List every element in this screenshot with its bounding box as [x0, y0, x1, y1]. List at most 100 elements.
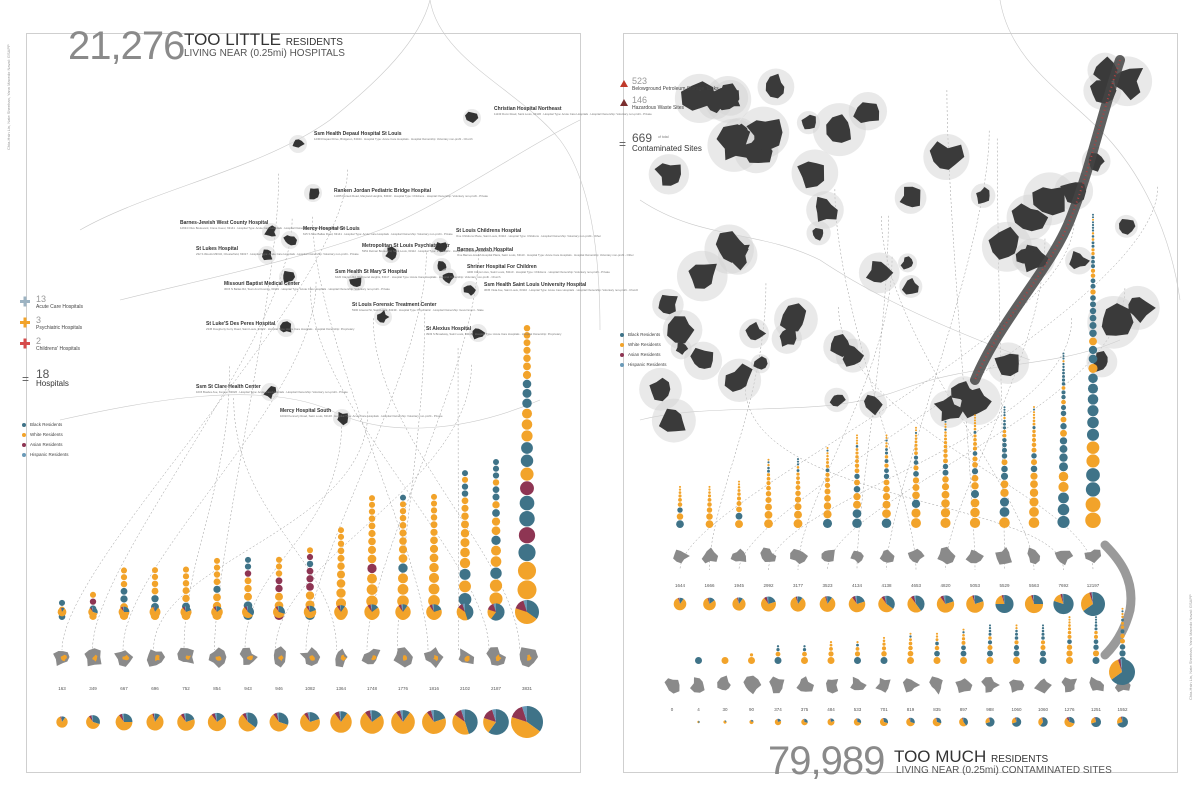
column-base-pie	[180, 606, 192, 618]
column-value-label: 484	[827, 707, 835, 712]
pie-slice	[91, 715, 93, 722]
pie-slice	[853, 718, 861, 726]
mid-pie	[995, 594, 1014, 614]
mid-pie	[936, 595, 955, 613]
pie-slice	[245, 712, 248, 722]
bubble	[796, 472, 800, 476]
bubble	[275, 570, 283, 577]
bubble	[517, 580, 537, 600]
mid-pie	[1024, 594, 1044, 614]
bubble	[1089, 307, 1097, 315]
bubble	[883, 485, 890, 493]
pie-slice	[523, 600, 527, 612]
pie-slice	[916, 595, 925, 611]
bottom-pie	[146, 713, 164, 731]
bubble	[337, 562, 345, 570]
pie-slice	[461, 709, 465, 722]
site-footprint	[988, 226, 1019, 260]
pie-slice	[90, 607, 93, 612]
bubble	[767, 469, 770, 473]
bubble	[999, 497, 1010, 507]
bubble	[1059, 462, 1068, 472]
pie-slice	[1120, 716, 1123, 722]
bubble	[398, 545, 408, 554]
legend-label: Hispanic Residents	[30, 452, 69, 457]
site-footprint	[690, 347, 714, 369]
bubble	[766, 476, 771, 481]
bubble	[1085, 512, 1101, 528]
site-footprint	[864, 394, 883, 416]
bubble-column	[827, 641, 835, 664]
bubble	[1120, 638, 1125, 644]
bubble	[1094, 616, 1098, 619]
bubble	[1062, 354, 1065, 358]
bubble	[1086, 454, 1100, 468]
hospital-footprint	[465, 111, 479, 123]
column-base-pie	[456, 603, 474, 621]
cross-icon	[20, 296, 30, 307]
bottom-pie	[879, 717, 889, 727]
bubble	[151, 580, 159, 588]
bubble	[1091, 235, 1095, 238]
bubble	[1091, 251, 1095, 256]
bubble	[1061, 386, 1066, 390]
bubble	[767, 463, 770, 467]
pie-slice	[395, 605, 411, 620]
column-base-pie	[364, 604, 380, 620]
pie-slice	[826, 596, 828, 604]
hospital-name: Metropolitan St Louis Psychiatric Ctr	[362, 243, 450, 249]
bubble	[519, 495, 535, 511]
bubble	[765, 491, 772, 497]
neighborhood-footprint	[1084, 549, 1102, 564]
bubble	[678, 491, 682, 494]
pie-slice	[153, 713, 155, 722]
hospital-details: 3635 Vista Ave, Saint Louis, 63110 · Hos…	[484, 287, 639, 292]
neighborhood-footprint	[1009, 679, 1025, 693]
bubble	[796, 463, 800, 466]
right-headline-main: TOO MUCH	[894, 747, 987, 766]
pie-slice	[360, 712, 384, 734]
legend-label: Asian Residents	[628, 352, 661, 357]
neighborhood-footprint	[690, 677, 705, 693]
pie-slice	[307, 712, 310, 722]
bubble	[1002, 438, 1007, 443]
pie-slice	[115, 715, 133, 731]
legend-label: Black Residents	[30, 422, 63, 427]
pie-slice	[273, 607, 285, 618]
cross-bar	[23, 338, 27, 349]
pie-slice	[154, 606, 155, 612]
bubble	[884, 455, 889, 459]
column-value-label: 1666	[704, 583, 715, 588]
pie-slice	[1038, 717, 1043, 726]
bubble	[518, 527, 536, 544]
pie-slice	[426, 605, 442, 620]
pie-slice	[248, 606, 254, 616]
bottom-pie	[906, 717, 915, 727]
bubble	[182, 580, 190, 587]
hospital-label: St Louis Forensic Treatment Center 5300 A…	[352, 302, 484, 312]
bubble	[337, 547, 345, 555]
bubble	[428, 583, 440, 595]
pie-slice	[207, 714, 227, 732]
type-label: Childrens' Hospitals	[36, 346, 81, 352]
hospital-name: Ssm Health Saint Louis University Hospit…	[484, 282, 587, 288]
bubble	[970, 507, 980, 518]
pie-slice	[749, 720, 754, 725]
bubble	[1060, 410, 1067, 417]
bubble	[275, 563, 283, 570]
type-label: Psychiatric Hospitals	[36, 325, 83, 331]
bubble	[1094, 627, 1098, 631]
bubble	[1091, 221, 1095, 224]
bubble	[367, 554, 377, 564]
column-base-pie	[88, 607, 98, 617]
bubble	[765, 496, 772, 504]
bubble	[1091, 218, 1095, 221]
bubble	[430, 500, 438, 507]
bubble-column	[721, 657, 729, 664]
column-value-label: 1251	[1090, 707, 1101, 712]
bubble	[368, 501, 376, 508]
bubble	[707, 494, 712, 498]
bubble	[973, 442, 977, 446]
neighborhood-footprint	[995, 547, 1012, 565]
bubble	[460, 538, 470, 548]
